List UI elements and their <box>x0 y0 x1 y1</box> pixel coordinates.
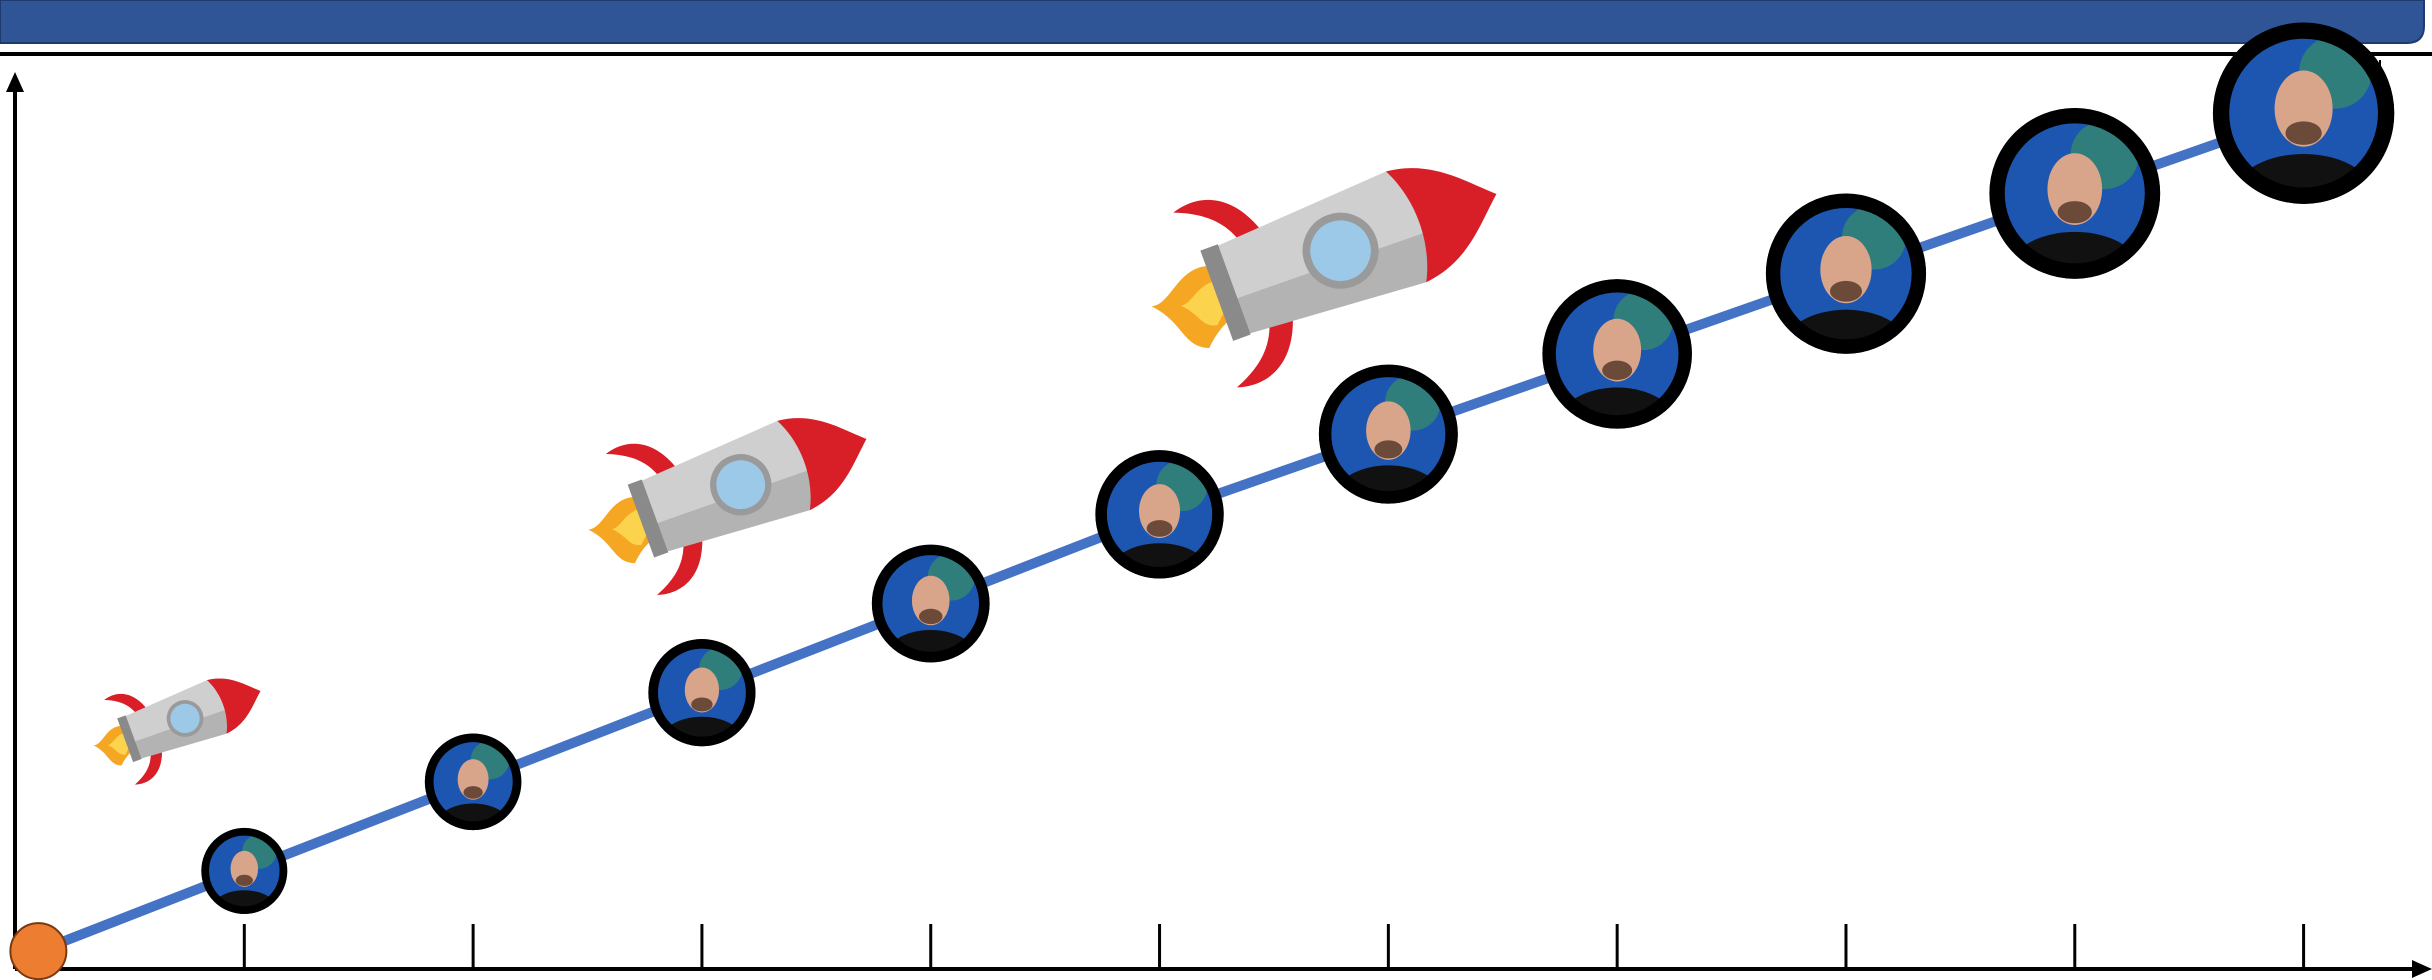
x-axis-arrow <box>2412 960 2432 978</box>
avatar-ring <box>2212 22 2395 204</box>
avatar-beard <box>1146 520 1173 537</box>
avatar-beard <box>235 874 253 886</box>
avatar-point <box>424 733 522 831</box>
avatar-ring <box>1542 279 1692 429</box>
avatar-point <box>1542 279 1692 429</box>
rocket <box>77 645 279 797</box>
rocket <box>565 366 893 612</box>
avatar-beard <box>918 608 943 625</box>
avatar-beard <box>2057 201 2092 224</box>
avatar-point <box>1318 364 1458 504</box>
y-axis-arrow <box>6 72 24 92</box>
avatar-ring <box>1765 193 1927 354</box>
avatar-point <box>871 544 990 663</box>
start-point <box>9 922 68 980</box>
avatar-point <box>2212 22 2395 204</box>
avatar-ring <box>648 639 756 747</box>
avatar-beard <box>2285 121 2322 145</box>
avatar-point <box>201 827 288 914</box>
avatar-beard <box>1374 440 1403 459</box>
header-bar <box>0 0 2425 44</box>
avatar-beard <box>1602 360 1633 381</box>
avatar-ring <box>424 733 522 831</box>
avatar-ring <box>1095 450 1224 579</box>
avatar-ring <box>1989 107 2161 279</box>
avatar-ring <box>871 544 990 663</box>
avatar-ring <box>1318 364 1458 504</box>
avatar-beard <box>463 786 483 799</box>
avatar-ring <box>201 827 288 914</box>
avatar-point <box>1989 107 2161 279</box>
avatar-point <box>1765 193 1927 354</box>
avatar-beard <box>691 697 713 712</box>
avatar-point <box>1095 450 1224 579</box>
avatar-photo <box>1989 107 2161 279</box>
rockets <box>77 104 1530 797</box>
rocket <box>1123 104 1530 409</box>
axes <box>6 72 2432 978</box>
avatar-beard <box>1829 280 1862 302</box>
avatar-point <box>648 639 756 747</box>
